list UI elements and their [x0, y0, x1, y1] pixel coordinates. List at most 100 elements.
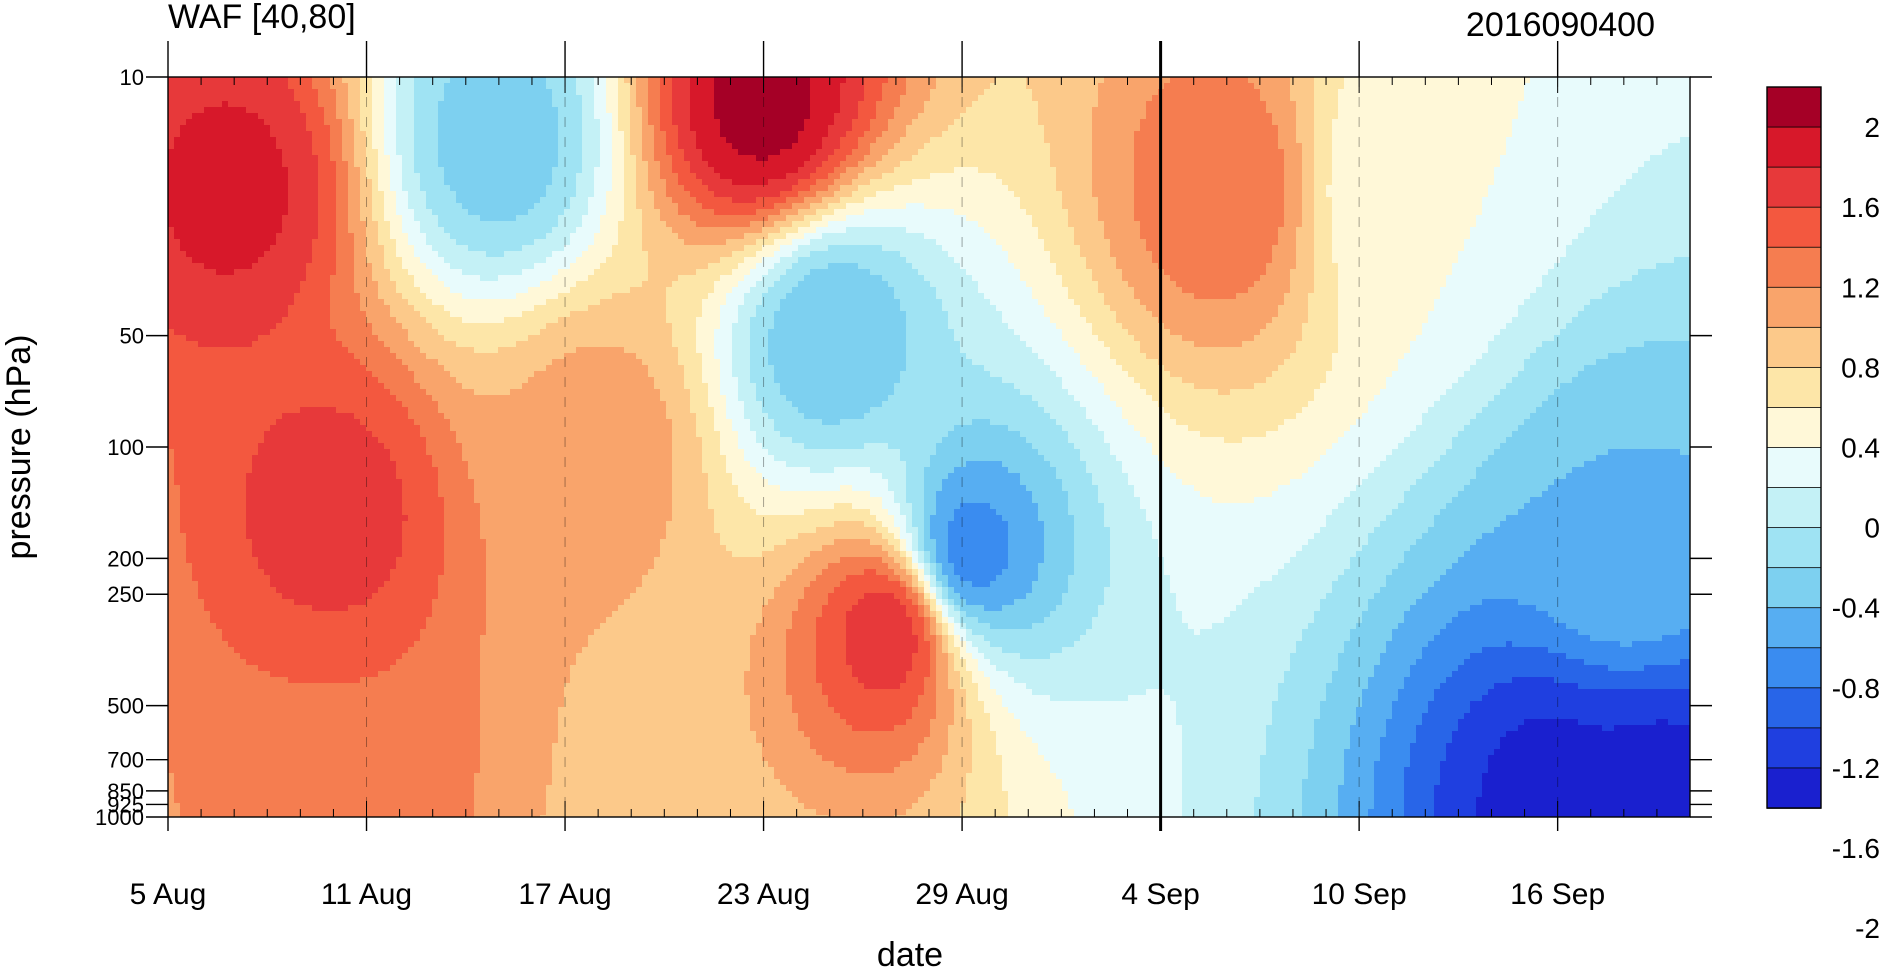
- contour-cell: [168, 737, 481, 744]
- contour-cell: [846, 167, 865, 174]
- contour-cell: [486, 587, 637, 594]
- contour-cell: [378, 587, 439, 594]
- contour-cell: [438, 119, 559, 126]
- contour-cell: [954, 635, 961, 642]
- contour-cell: [174, 461, 253, 468]
- contour-cell: [1200, 431, 1267, 438]
- contour-cell: [336, 161, 349, 168]
- contour-cell: [780, 779, 931, 786]
- contour-cell: [774, 455, 901, 462]
- contour-cell: [486, 593, 631, 600]
- contour-cell: [696, 317, 721, 324]
- contour-cell: [348, 605, 433, 612]
- contour-cell: [1092, 269, 1123, 276]
- contour-cell: [1128, 479, 1183, 486]
- contour-cell: [1386, 725, 1417, 732]
- contour-cell: [168, 479, 175, 486]
- contour-cell: [930, 581, 937, 588]
- contour-cell: [792, 791, 925, 798]
- contour-cell: [672, 515, 715, 522]
- contour-cell: [300, 407, 337, 414]
- contour-cell: [1446, 755, 1489, 762]
- contour-cell: [1350, 629, 1393, 636]
- contour-cell: [1002, 647, 1063, 654]
- contour-cell: [1488, 347, 1537, 354]
- contour-cell: [384, 119, 397, 126]
- contour-cell: [990, 503, 1039, 510]
- contour-cell: [912, 623, 925, 630]
- contour-cell: [1362, 617, 1405, 624]
- contour-cell: [1092, 191, 1135, 198]
- contour-cell: [1254, 809, 1303, 816]
- contour-cell: [1314, 257, 1333, 264]
- contour-cell: [180, 803, 475, 810]
- contour-cell: [1260, 275, 1291, 282]
- contour-cell: [1152, 527, 1321, 534]
- contour-cell: [582, 161, 601, 168]
- contour-cell: [1350, 725, 1387, 732]
- contour-cell: [444, 305, 535, 312]
- contour-cell: [1278, 131, 1297, 138]
- contour-cell: [1020, 335, 1063, 342]
- contour-cell: [732, 419, 751, 426]
- contour-cell: [918, 533, 925, 540]
- contour-cell: [828, 695, 919, 702]
- contour-cell: [1074, 515, 1105, 522]
- contour-cell: [1236, 605, 1321, 612]
- contour-cell: [246, 521, 403, 528]
- contour-cell: [1314, 113, 1339, 120]
- contour-cell: [1374, 761, 1411, 768]
- contour-cell: [366, 227, 379, 234]
- contour-cell: [882, 545, 895, 552]
- contour-cell: [924, 473, 949, 480]
- contour-cell: [774, 371, 901, 378]
- contour-cell: [732, 365, 751, 372]
- contour-cell: [858, 101, 877, 108]
- contour-cell: [1332, 677, 1369, 684]
- contour-cell: [1146, 437, 1225, 444]
- contour-cell: [618, 113, 631, 120]
- contour-cell: [558, 149, 583, 156]
- contour-cell: [936, 683, 949, 690]
- contour-cell: [912, 755, 943, 762]
- contour-cell: [444, 521, 481, 528]
- contour-cell: [1314, 617, 1363, 624]
- contour-cell: [336, 95, 349, 102]
- contour-cell: [336, 233, 355, 240]
- contour-cell: [1290, 269, 1315, 276]
- contour-cell: [330, 275, 355, 282]
- contour-cell: [408, 203, 427, 210]
- contour-cell: [762, 293, 787, 300]
- contour-cell: [168, 317, 283, 324]
- contour-cell: [480, 515, 673, 522]
- contour-cell: [174, 797, 475, 804]
- contour-cell: [696, 347, 715, 354]
- contour-cell: [1392, 629, 1441, 636]
- contour-cell: [1380, 737, 1417, 744]
- contour-cell: [1578, 311, 1690, 318]
- contour-cell: [258, 257, 313, 264]
- contour-cell: [300, 107, 325, 114]
- contour-cell: [174, 785, 475, 792]
- contour-cell: [870, 509, 889, 516]
- contour-cell: [372, 113, 385, 120]
- contour-cell: [342, 131, 355, 138]
- contour-cell: [954, 587, 1033, 594]
- contour-cell: [528, 209, 565, 216]
- contour-cell: [834, 179, 853, 186]
- contour-cell: [282, 227, 319, 234]
- contour-cell: [186, 533, 247, 540]
- contour-cell: [168, 323, 277, 330]
- contour-cell: [852, 605, 907, 612]
- contour-cell: [1392, 509, 1441, 516]
- contour-cell: [822, 215, 847, 222]
- contour-cell: [1098, 215, 1135, 222]
- contour-cell: [648, 257, 721, 264]
- contour-cell: [1506, 515, 1690, 522]
- contour-cell: [252, 545, 403, 552]
- contour-cell: [852, 671, 907, 678]
- contour-cell: [660, 173, 679, 180]
- contour-cell: [1182, 737, 1267, 744]
- contour-cell: [954, 629, 967, 636]
- contour-cell: [1482, 461, 1585, 468]
